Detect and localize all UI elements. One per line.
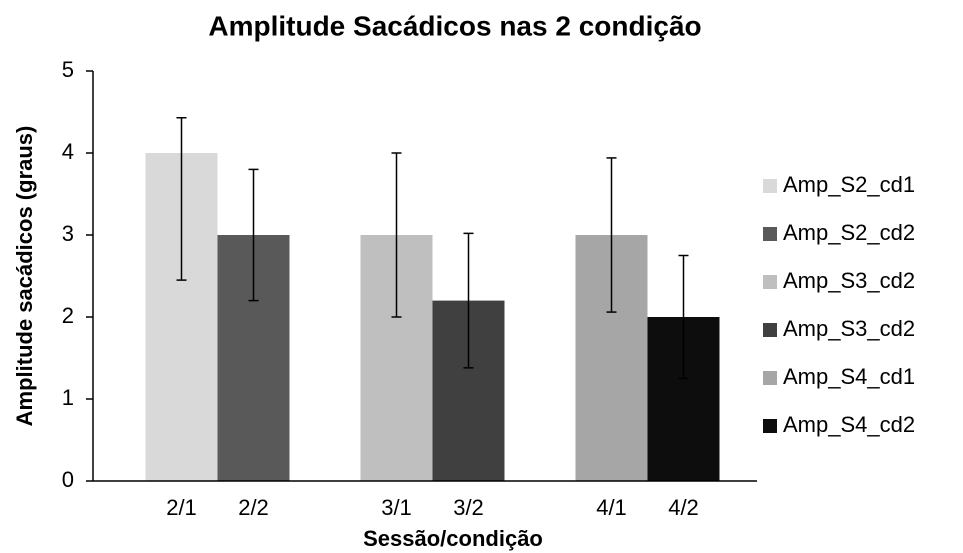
x-axis-title: Sessão/condição: [363, 526, 543, 551]
x-tick-label: 3/1: [381, 495, 412, 520]
legend-label: Amp_S4_cd2: [783, 412, 915, 437]
chart-title: Amplitude Sacádicos nas 2 condição: [208, 10, 701, 41]
x-tick-label: 2/1: [166, 495, 197, 520]
y-tick-label: 0: [62, 467, 74, 492]
x-tick-label: 3/2: [453, 495, 484, 520]
x-tick-label: 4/2: [668, 495, 699, 520]
x-tick-label: 4/1: [596, 495, 627, 520]
y-axis-title: Amplitude sacádicos (graus): [12, 126, 37, 427]
x-tick-label: 2/2: [238, 495, 269, 520]
legend-swatch: [763, 275, 777, 289]
legend-swatch: [763, 323, 777, 337]
legend-swatch: [763, 371, 777, 385]
legend-label: Amp_S2_cd2: [783, 220, 915, 245]
y-tick-label: 4: [62, 139, 74, 164]
y-tick-label: 2: [62, 303, 74, 328]
legend-swatch: [763, 179, 777, 193]
legend-label: Amp_S3_cd2: [783, 316, 915, 341]
y-tick-label: 3: [62, 221, 74, 246]
y-tick-label: 5: [62, 57, 74, 82]
legend-label: Amp_S3_cd2: [783, 268, 915, 293]
legend-label: Amp_S4_cd1: [783, 364, 915, 389]
legend-swatch: [763, 227, 777, 241]
legend-label: Amp_S2_cd1: [783, 172, 915, 197]
y-tick-label: 1: [62, 385, 74, 410]
legend-swatch: [763, 419, 777, 433]
